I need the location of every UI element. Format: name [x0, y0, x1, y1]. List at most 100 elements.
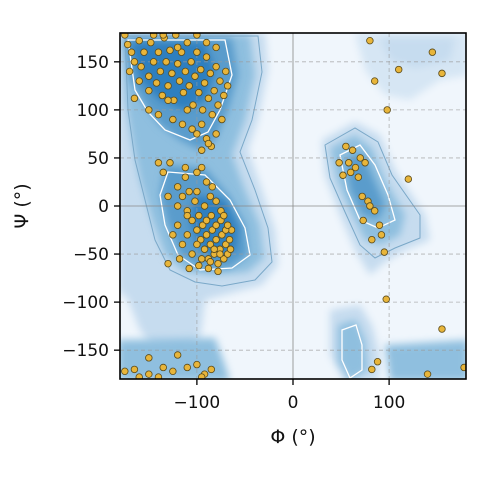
- contour-line-alpha-l: [339, 144, 396, 229]
- y-tick-label: −100: [62, 293, 109, 313]
- data-point: [193, 240, 201, 249]
- data-point: [200, 245, 209, 253]
- data-point: [206, 258, 215, 266]
- data-point: [178, 192, 187, 201]
- data-point: [164, 82, 172, 90]
- data-point: [188, 216, 196, 225]
- data-point: [212, 221, 220, 229]
- data-point: [208, 110, 216, 119]
- data-point: [214, 259, 222, 268]
- data-point: [195, 261, 203, 270]
- data-point: [206, 240, 215, 249]
- data-point: [189, 101, 197, 109]
- data-point: [188, 125, 196, 133]
- y-tick-label: −150: [62, 341, 109, 361]
- data-point: [198, 106, 207, 114]
- data-point: [183, 38, 191, 47]
- contour-line-outer: [124, 35, 273, 287]
- data-point: [185, 264, 193, 273]
- data-point: [423, 370, 432, 378]
- data-point: [183, 106, 191, 114]
- data-point: [140, 48, 148, 56]
- data-point: [178, 240, 187, 249]
- data-point: [193, 130, 201, 138]
- data-point: [149, 58, 158, 66]
- data-point: [154, 159, 163, 167]
- data-point: [166, 159, 174, 167]
- data-point: [438, 325, 446, 333]
- data-point: [222, 240, 230, 249]
- data-point: [197, 65, 205, 74]
- data-point: [175, 255, 184, 263]
- data-point: [197, 146, 206, 154]
- data-point: [135, 36, 143, 45]
- data-point: [361, 159, 369, 167]
- y-tick-label: 50: [87, 149, 109, 169]
- data-point: [169, 115, 177, 124]
- data-point: [156, 67, 165, 76]
- data-point: [366, 36, 374, 45]
- y-tick-label: 150: [77, 53, 109, 73]
- data-point: [173, 43, 182, 52]
- data-point: [335, 159, 343, 167]
- data-point: [173, 351, 182, 359]
- data-point: [200, 202, 209, 210]
- data-point: [169, 231, 177, 239]
- data-point: [172, 33, 180, 39]
- data-point: [216, 77, 224, 85]
- data-point: [200, 79, 209, 87]
- data-point: [164, 96, 172, 104]
- data-point: [370, 207, 379, 215]
- data-point: [185, 82, 193, 90]
- data-point: [187, 58, 195, 66]
- data-point: [212, 235, 220, 244]
- data-point: [147, 38, 155, 47]
- density-region-bottom-strip: [120, 338, 230, 379]
- data-point: [226, 245, 235, 253]
- data-point: [373, 358, 382, 366]
- data-point: [158, 91, 166, 100]
- data-point: [339, 171, 347, 179]
- density-region-epsilon-core: [338, 320, 368, 379]
- data-point: [183, 363, 191, 372]
- data-point: [197, 235, 205, 244]
- data-point: [145, 370, 153, 378]
- data-point: [202, 38, 211, 47]
- data-point: [191, 197, 199, 205]
- data-point: [460, 363, 466, 372]
- data-point: [145, 72, 153, 80]
- data-point: [207, 365, 216, 374]
- data-point: [173, 183, 182, 191]
- data-point: [395, 65, 403, 74]
- data-point: [135, 77, 143, 85]
- data-point: [164, 259, 172, 268]
- data-point: [204, 264, 213, 273]
- x-tick-label: −100: [174, 393, 221, 413]
- y-tick-label: 0: [98, 197, 109, 217]
- data-point: [346, 168, 355, 177]
- data-point: [358, 192, 366, 201]
- data-point: [368, 235, 376, 244]
- data-point: [202, 53, 211, 61]
- data-point: [135, 373, 143, 379]
- data-point: [342, 142, 350, 151]
- data-point: [125, 67, 134, 76]
- data-point: [404, 175, 413, 183]
- x-tick-label: 0: [288, 393, 299, 413]
- data-point: [193, 48, 201, 56]
- data-point: [154, 373, 163, 379]
- data-point: [206, 192, 215, 201]
- data-point: [368, 365, 376, 374]
- data-point: [210, 86, 218, 95]
- data-point: [212, 197, 220, 205]
- data-point: [197, 163, 206, 172]
- data-point: [152, 79, 161, 87]
- data-point: [216, 250, 224, 258]
- data-point: [121, 33, 129, 39]
- data-point: [154, 48, 163, 56]
- data-point: [222, 67, 230, 76]
- data-point: [204, 139, 213, 148]
- y-axis-label: Ψ (°): [11, 183, 33, 228]
- data-point: [168, 69, 176, 78]
